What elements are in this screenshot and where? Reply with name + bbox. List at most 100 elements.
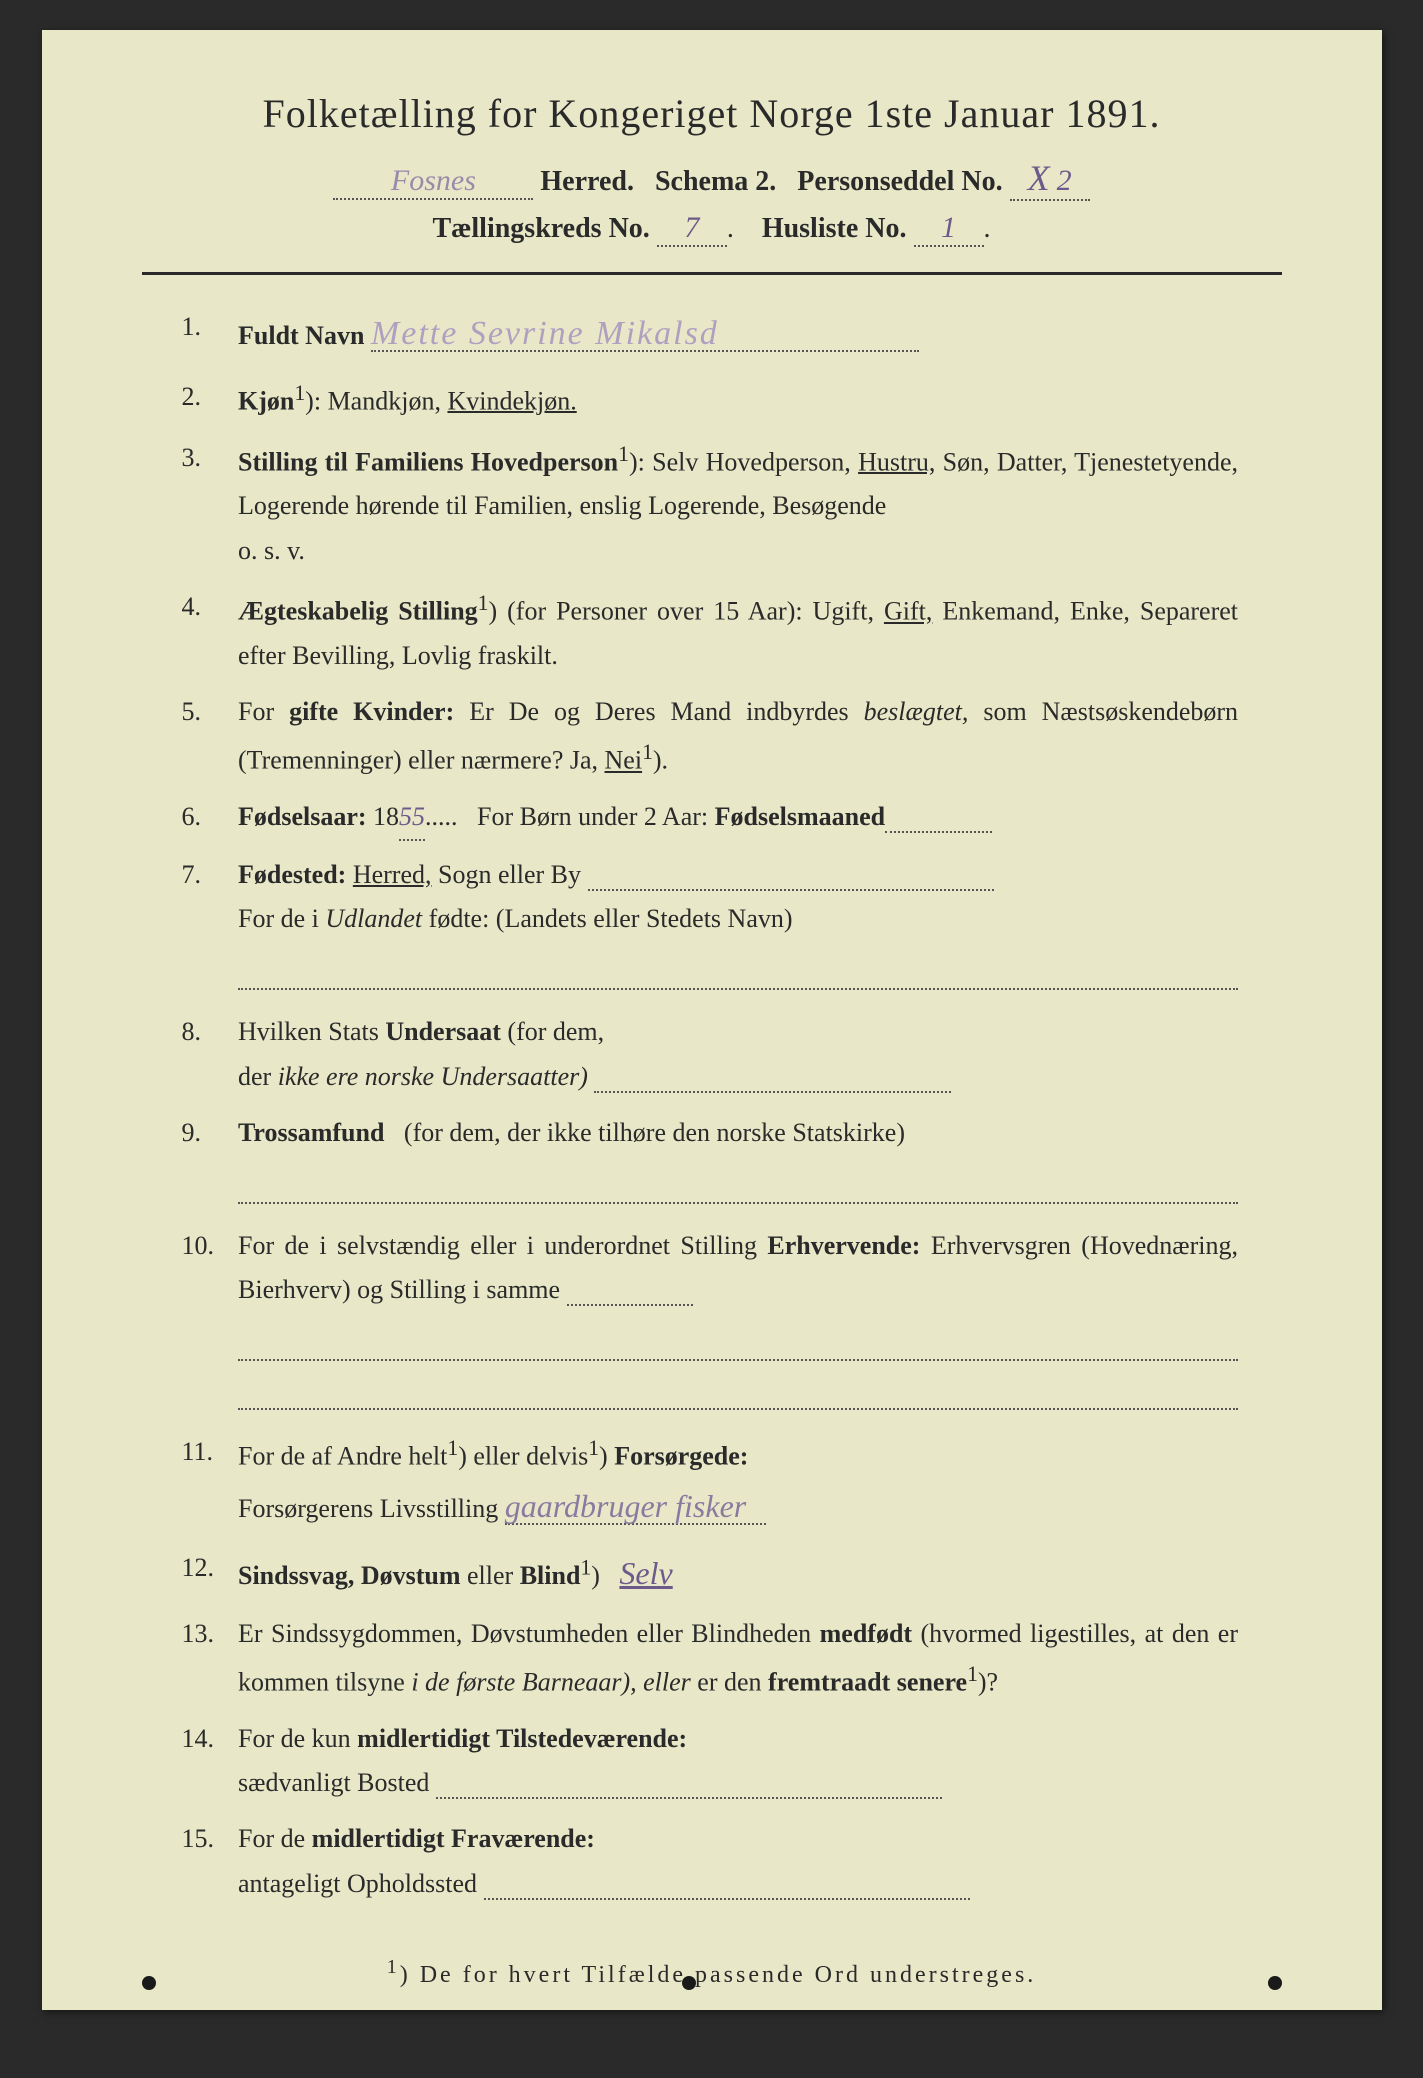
item-1-label: Fuldt Navn bbox=[238, 321, 364, 350]
item-12-num: 12. bbox=[182, 1546, 232, 1590]
item-7-herred: Herred, bbox=[353, 860, 432, 889]
item-4-label: Ægteskabelig Stilling bbox=[238, 597, 478, 626]
taellingskreds-no: 7 bbox=[684, 211, 699, 245]
item-13-text4: er den bbox=[697, 1668, 761, 1697]
punch-hole-right bbox=[1268, 1976, 1282, 1990]
item-5-label: gifte Kvinder: bbox=[289, 697, 454, 726]
document-page: Folketælling for Kongeriget Norge 1ste J… bbox=[42, 30, 1382, 2010]
item-3-num: 3. bbox=[182, 436, 232, 480]
item-13-italic: i de første Barneaar), bbox=[411, 1668, 636, 1697]
item-6-text2: For Børn under 2 Aar: bbox=[477, 802, 708, 831]
item-7-udlandet: Udlandet bbox=[325, 904, 422, 933]
item-5-pre: For bbox=[238, 697, 274, 726]
item-4-gift: Gift, bbox=[884, 597, 932, 626]
item-2-num: 2. bbox=[182, 375, 232, 419]
item-11-hw: gaardbruger fisker bbox=[505, 1479, 746, 1533]
item-7-text2a: For de i bbox=[238, 904, 319, 933]
item-14-text2: sædvanligt Bosted bbox=[238, 1768, 429, 1797]
item-7-text2b: fødte: (Landets eller Stedets Navn) bbox=[429, 904, 793, 933]
item-5-text: Er De og Deres Mand indbyrdes bbox=[469, 697, 848, 726]
punch-hole-left bbox=[142, 1976, 156, 1990]
item-11-text: For de af Andre helt bbox=[238, 1442, 447, 1471]
item-9: 9. Trossamfund (for dem, der ikke tilhør… bbox=[182, 1111, 1242, 1212]
item-3-osv: o. s. v. bbox=[238, 536, 305, 565]
divider bbox=[142, 272, 1282, 275]
item-8-label: Undersaat bbox=[385, 1017, 501, 1046]
schema-label: Schema 2. bbox=[655, 166, 776, 197]
item-13-bold: medfødt bbox=[820, 1619, 912, 1648]
item-9-num: 9. bbox=[182, 1111, 232, 1155]
item-13-bold2: fremtraadt senere bbox=[768, 1668, 967, 1697]
item-8: 8. Hvilken Stats Undersaat (for dem, der… bbox=[182, 1010, 1242, 1098]
item-2-label: Kjøn bbox=[238, 386, 294, 415]
item-2-opt1: Mandkjøn, bbox=[328, 386, 441, 415]
item-4-paren: (for Personer over 15 Aar): Ugift, bbox=[507, 597, 874, 626]
item-8-num: 8. bbox=[182, 1010, 232, 1054]
footnote-text: ) De for hvert Tilfælde passende Ord und… bbox=[400, 1962, 1037, 1988]
personseddel-no: 2 bbox=[1057, 164, 1072, 198]
item-10-label: Erhvervende: bbox=[767, 1231, 920, 1260]
item-1-num: 1. bbox=[182, 305, 232, 349]
item-13-text3: eller bbox=[643, 1668, 691, 1697]
item-7-label: Fødested: bbox=[238, 860, 346, 889]
item-4: 4. Ægteskabelig Stilling1) (for Personer… bbox=[182, 585, 1242, 678]
item-15: 15. For de midlertidigt Fraværende: anta… bbox=[182, 1817, 1242, 1905]
item-3-text-a: Selv Hovedperson, bbox=[652, 447, 851, 476]
item-8-italic: ikke ere norske Undersaatter) bbox=[278, 1062, 588, 1091]
item-5-num: 5. bbox=[182, 690, 232, 734]
item-13-num: 13. bbox=[182, 1612, 232, 1656]
item-15-num: 15. bbox=[182, 1817, 232, 1861]
item-2-opt2: Kvindekjøn. bbox=[447, 386, 576, 415]
header-line-2: Tællingskreds No. 7 . Husliste No. 1 . bbox=[142, 211, 1282, 247]
husliste-label: Husliste No. bbox=[762, 213, 907, 244]
herred-label: Herred. bbox=[540, 166, 634, 197]
item-8-text2a: der bbox=[238, 1062, 271, 1091]
item-10: 10. For de i selvstændig eller i underor… bbox=[182, 1224, 1242, 1418]
item-4-num: 4. bbox=[182, 585, 232, 629]
header-line-1: Fosnes Herred. Schema 2. Personseddel No… bbox=[142, 157, 1282, 201]
item-14-num: 14. bbox=[182, 1717, 232, 1761]
item-12-hw: Selv bbox=[619, 1546, 672, 1600]
item-3: 3. Stilling til Familiens Hovedperson1):… bbox=[182, 436, 1242, 573]
form-body: 1. Fuldt Navn Mette Sevrine Mikalsd 2. K… bbox=[142, 305, 1282, 1906]
item-2: 2. Kjøn1): Mandkjøn, Kvindekjøn. bbox=[182, 375, 1242, 424]
item-12-label: Sindssvag, Døvstum bbox=[238, 1561, 461, 1590]
item-12-text: eller bbox=[467, 1561, 513, 1590]
item-11-num: 11. bbox=[182, 1430, 232, 1474]
page-title: Folketælling for Kongeriget Norge 1ste J… bbox=[142, 90, 1282, 137]
item-7: 7. Fødested: Herred, Sogn eller By For d… bbox=[182, 853, 1242, 998]
item-6-prefix: 18 bbox=[373, 802, 399, 831]
item-15-bold: midlertidigt Fraværende: bbox=[312, 1824, 595, 1853]
item-10-text: For de i selvstændig eller i underordnet… bbox=[238, 1231, 757, 1260]
item-5-nei: Nei bbox=[605, 746, 643, 775]
punch-hole-center bbox=[682, 1976, 696, 1990]
item-14: 14. For de kun midlertidigt Tilstedevære… bbox=[182, 1717, 1242, 1805]
item-15-text: For de bbox=[238, 1824, 305, 1853]
item-12: 12. Sindssvag, Døvstum eller Blind1) Sel… bbox=[182, 1546, 1242, 1600]
item-8-paren: (for dem, bbox=[507, 1017, 604, 1046]
item-6-label: Fødselsaar: bbox=[238, 802, 367, 831]
item-9-text: (for dem, der ikke tilhøre den norske St… bbox=[404, 1118, 905, 1147]
item-2-sup: 1 bbox=[294, 381, 305, 405]
taellingskreds-label: Tællingskreds No. bbox=[432, 213, 649, 244]
item-1: 1. Fuldt Navn Mette Sevrine Mikalsd bbox=[182, 305, 1242, 363]
item-13: 13. Er Sindssygdommen, Døvstumheden elle… bbox=[182, 1612, 1242, 1705]
item-1-handwritten: Mette Sevrine Mikalsd bbox=[371, 305, 719, 363]
item-6-num: 6. bbox=[182, 795, 232, 839]
item-11: 11. For de af Andre helt1) eller delvis1… bbox=[182, 1430, 1242, 1533]
item-7-num: 7. bbox=[182, 853, 232, 897]
item-10-num: 10. bbox=[182, 1224, 232, 1268]
item-5-italic: beslægtet, bbox=[864, 697, 969, 726]
item-6-hw: 55 bbox=[399, 795, 425, 841]
item-8-text: Hvilken Stats bbox=[238, 1017, 379, 1046]
item-12-label2: Blind bbox=[520, 1561, 581, 1590]
item-11-text2: eller delvis bbox=[473, 1442, 588, 1471]
item-7-text: Sogn eller By bbox=[438, 860, 581, 889]
item-14-bold: midlertidigt Tilstedeværende: bbox=[357, 1724, 687, 1753]
husliste-no: 1 bbox=[941, 211, 956, 245]
item-6: 6. Fødselsaar: 1855..... For Børn under … bbox=[182, 795, 1242, 841]
item-3-hustru: Hustru, bbox=[858, 447, 935, 476]
item-9-label: Trossamfund bbox=[238, 1118, 384, 1147]
item-15-text2: antageligt Opholdssted bbox=[238, 1869, 477, 1898]
item-11-text3: Forsørgerens Livsstilling bbox=[238, 1494, 498, 1523]
